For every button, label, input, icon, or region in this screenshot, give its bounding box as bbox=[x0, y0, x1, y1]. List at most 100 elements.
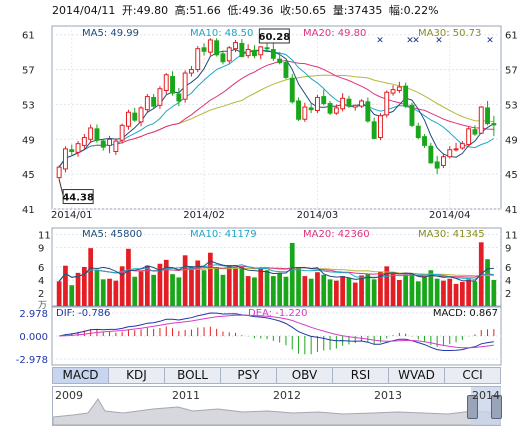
volume-bar bbox=[151, 274, 157, 306]
volume-bar bbox=[195, 260, 201, 306]
event-markers[interactable]: ✕ ✕✕ ✕ ✕ bbox=[376, 36, 494, 46]
price-tick-label: 45 bbox=[505, 170, 518, 181]
date-tick-label: 2014/02 bbox=[183, 210, 225, 221]
candle-body bbox=[251, 49, 257, 57]
price-ma20-label: MA20: 49.80 bbox=[303, 28, 366, 39]
date-tick-label: 2014/04 bbox=[429, 210, 471, 221]
volume-bar bbox=[277, 273, 283, 306]
candle-body bbox=[94, 128, 100, 141]
price-tick-label: 49 bbox=[22, 135, 35, 146]
tab-boll[interactable]: BOLL bbox=[165, 368, 221, 383]
tab-rsi[interactable]: RSI bbox=[333, 368, 389, 383]
volume-ma5-line bbox=[58, 260, 494, 282]
volume-bar bbox=[302, 276, 308, 306]
candle-body bbox=[239, 42, 245, 57]
volume-tick-label: 9 bbox=[38, 244, 44, 255]
volume-bar bbox=[176, 277, 182, 306]
candle-body bbox=[453, 148, 459, 151]
volume-bar bbox=[157, 263, 163, 306]
price-tick-label: 61 bbox=[505, 31, 518, 42]
indicator-tabs: MACD KDJ BOLL PSY OBV RSI WVAD CCI bbox=[52, 367, 501, 384]
volume-ma20-label: MA20: 42360 bbox=[303, 229, 370, 240]
volume-bar bbox=[81, 267, 87, 306]
volume-bar bbox=[396, 280, 402, 306]
volume-bar bbox=[447, 278, 453, 306]
candle-body bbox=[188, 69, 194, 74]
candle-body bbox=[428, 145, 434, 164]
price-tick-label: 41 bbox=[22, 205, 35, 216]
macd-grid bbox=[52, 312, 501, 360]
event-marker-icon[interactable]: ✕ bbox=[435, 36, 443, 46]
volume-bar bbox=[434, 278, 440, 306]
navigator-year: 2012 bbox=[273, 389, 301, 402]
tab-wvad[interactable]: WVAD bbox=[389, 368, 445, 383]
tab-cci[interactable]: CCI bbox=[462, 368, 483, 382]
candle-body bbox=[195, 48, 201, 71]
navigator-right-handle[interactable] bbox=[491, 395, 502, 419]
volume-bar bbox=[422, 276, 427, 306]
volume-bar bbox=[371, 279, 377, 306]
quote-header: 2014/04/11 开:49.80 高:51.66 低:49.36 收:50.… bbox=[52, 2, 442, 18]
volume-bar bbox=[207, 252, 213, 306]
annotation-leader bbox=[58, 179, 64, 196]
event-marker-icon[interactable]: ✕ bbox=[406, 36, 414, 46]
volume-bar bbox=[100, 279, 106, 306]
tab-kdj[interactable]: KDJ bbox=[109, 368, 165, 383]
macd-dea-label: DEA: -1.220 bbox=[248, 308, 307, 319]
volume-bar bbox=[138, 271, 144, 306]
volume-tick-label: 6 bbox=[38, 263, 44, 274]
volume-bar bbox=[428, 270, 434, 306]
tab-macd[interactable]: MACD bbox=[53, 368, 109, 383]
candle-body bbox=[151, 96, 157, 107]
volume-bar bbox=[258, 268, 264, 306]
volume-ma30-label: MA30: 41345 bbox=[418, 229, 485, 240]
macd-tick-label: -2.978 bbox=[16, 355, 48, 366]
date-tick-label: 2014/03 bbox=[297, 210, 339, 221]
candle-body bbox=[340, 97, 346, 110]
candle-body bbox=[157, 88, 163, 106]
navigator-year: 2009 bbox=[55, 389, 83, 402]
event-marker-icon[interactable]: ✕ bbox=[486, 36, 494, 46]
event-marker-icon[interactable]: ✕ bbox=[376, 36, 384, 46]
navigator-left-handle[interactable] bbox=[467, 395, 478, 419]
macd-lines bbox=[59, 312, 494, 351]
candle-body bbox=[226, 47, 232, 62]
volume-bar bbox=[466, 279, 472, 306]
candle-body bbox=[472, 129, 478, 135]
volume-bar bbox=[88, 248, 94, 306]
volume-axis: 11 11 9 9 6 6 4 4 2 2 bbox=[38, 231, 518, 301]
tab-obv[interactable]: OBV bbox=[277, 368, 333, 383]
candle-body bbox=[296, 100, 302, 120]
candle-body bbox=[352, 104, 358, 108]
quote-volume: 量:37435 bbox=[332, 4, 383, 17]
volume-bar bbox=[321, 274, 327, 306]
volume-bar bbox=[409, 274, 415, 306]
candle-body bbox=[384, 91, 390, 116]
candle-body bbox=[390, 89, 396, 94]
annotation-text: 44.38 bbox=[62, 193, 94, 204]
volume-bar bbox=[403, 274, 409, 306]
volume-bar bbox=[296, 268, 301, 306]
candle-body bbox=[346, 98, 352, 107]
price-tick-label: 49 bbox=[505, 135, 518, 146]
volume-bar bbox=[201, 270, 207, 306]
tab-psy[interactable]: PSY bbox=[221, 368, 277, 383]
date-axis: 2014/01 2014/02 2014/03 2014/04 bbox=[51, 210, 471, 221]
volume-bar bbox=[144, 265, 150, 306]
volume-grid bbox=[52, 234, 501, 294]
price-axis: 61 61 57 57 53 53 49 49 45 45 41 41 bbox=[22, 31, 518, 216]
candle-body bbox=[132, 112, 138, 121]
candle-body bbox=[144, 96, 150, 111]
volume-tick-label: 11 bbox=[38, 231, 51, 242]
volume-bar bbox=[441, 280, 446, 306]
volume-bar bbox=[333, 280, 339, 306]
event-marker-icon[interactable]: ✕ bbox=[412, 36, 420, 46]
volume-bar bbox=[315, 272, 320, 306]
navigator-history bbox=[53, 398, 500, 425]
volume-bar bbox=[239, 267, 245, 306]
quote-open: 开:49.80 bbox=[121, 4, 169, 17]
price-tick-label: 53 bbox=[505, 100, 518, 111]
candle-body bbox=[69, 149, 75, 152]
time-navigator[interactable]: 2009 2011 2012 2013 2014 bbox=[52, 386, 502, 426]
